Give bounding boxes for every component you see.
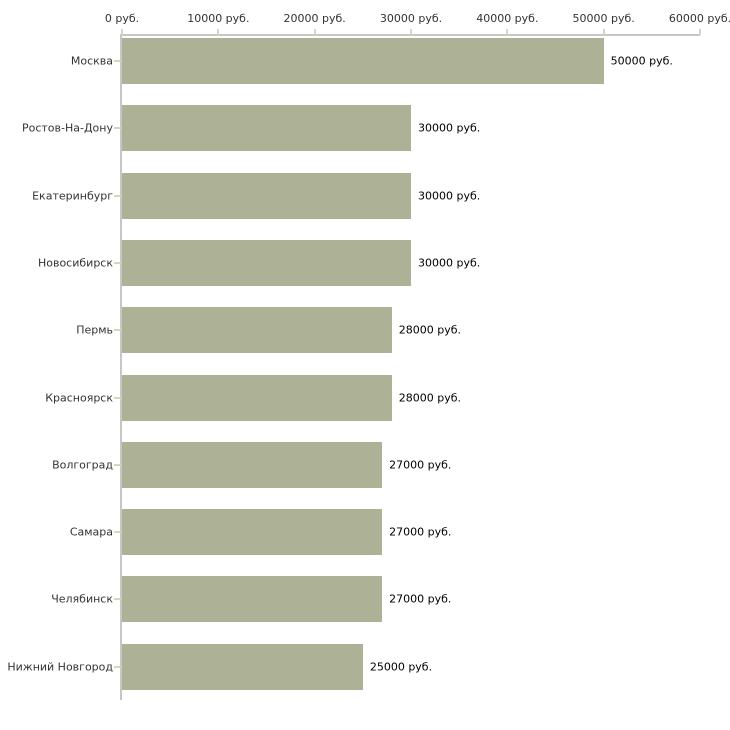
value-label: 50000 руб.: [610, 54, 673, 68]
bar: [122, 38, 604, 84]
value-label: 27000 руб.: [389, 592, 452, 606]
x-axis-tick: [217, 29, 220, 35]
category-tick: [114, 194, 121, 197]
bar: [122, 643, 363, 690]
x-axis-tick-label: 0 руб.: [104, 12, 140, 25]
category-label: Новосибирск: [37, 256, 113, 270]
value-label: 30000 руб.: [418, 256, 481, 270]
value-label: 30000 руб.: [418, 189, 481, 203]
category-label: Пермь: [76, 323, 113, 337]
category-tick: [114, 463, 121, 466]
x-axis-tick-label: 60000 руб.: [668, 12, 730, 25]
bar: [122, 576, 383, 623]
category-tick: [114, 598, 121, 601]
bar: [122, 239, 411, 286]
category-tick: [114, 60, 121, 62]
category-tick: [114, 531, 121, 534]
category-label: Волгоград: [52, 458, 113, 472]
value-label: 28000 руб.: [398, 391, 461, 404]
value-label: 30000 руб.: [418, 121, 481, 135]
value-label: 28000 руб.: [398, 323, 461, 337]
category-tick: [114, 665, 121, 668]
category-tick: [114, 396, 121, 399]
plot-area: 0 руб. 10000 руб. 20000 руб. 30000 руб. 4000…: [7, 12, 730, 700]
category-tick: [114, 261, 121, 264]
category-label: Москва: [70, 54, 113, 68]
x-axis-tick-label: 50000 руб.: [572, 12, 635, 25]
value-label: 25000 руб.: [369, 660, 433, 674]
x-axis-tick: [313, 29, 316, 35]
category-label: Челябинск: [51, 592, 113, 606]
category-tick: [114, 329, 121, 332]
category-label: Ростов-На-Дону: [21, 121, 113, 135]
x-axis-tick-label: 40000 руб.: [476, 12, 539, 25]
bar: [122, 307, 392, 354]
x-axis-tick: [602, 29, 605, 35]
x-axis-tick-label: 10000 руб.: [187, 12, 250, 25]
x-axis-tick: [410, 29, 412, 35]
bar: [122, 509, 383, 556]
category-label: Красноярск: [45, 391, 113, 404]
x-axis-tick: [699, 29, 701, 35]
bar: [122, 441, 383, 488]
bar: [122, 105, 411, 152]
x-axis-tick-label: 30000 руб.: [379, 12, 443, 25]
x-axis-tick: [121, 29, 123, 35]
value-label: 27000 руб.: [389, 458, 452, 472]
bar: [122, 172, 411, 219]
bar: [122, 374, 392, 421]
x-axis-tick: [506, 29, 509, 35]
x-axis-tick-label: 20000 руб.: [283, 12, 346, 25]
category-label: Екатеринбург: [32, 189, 113, 203]
category-tick: [114, 127, 121, 130]
category-label: Самара: [69, 525, 113, 539]
category-label: Нижний Новгород: [7, 660, 113, 674]
value-label: 27000 руб.: [389, 525, 452, 539]
